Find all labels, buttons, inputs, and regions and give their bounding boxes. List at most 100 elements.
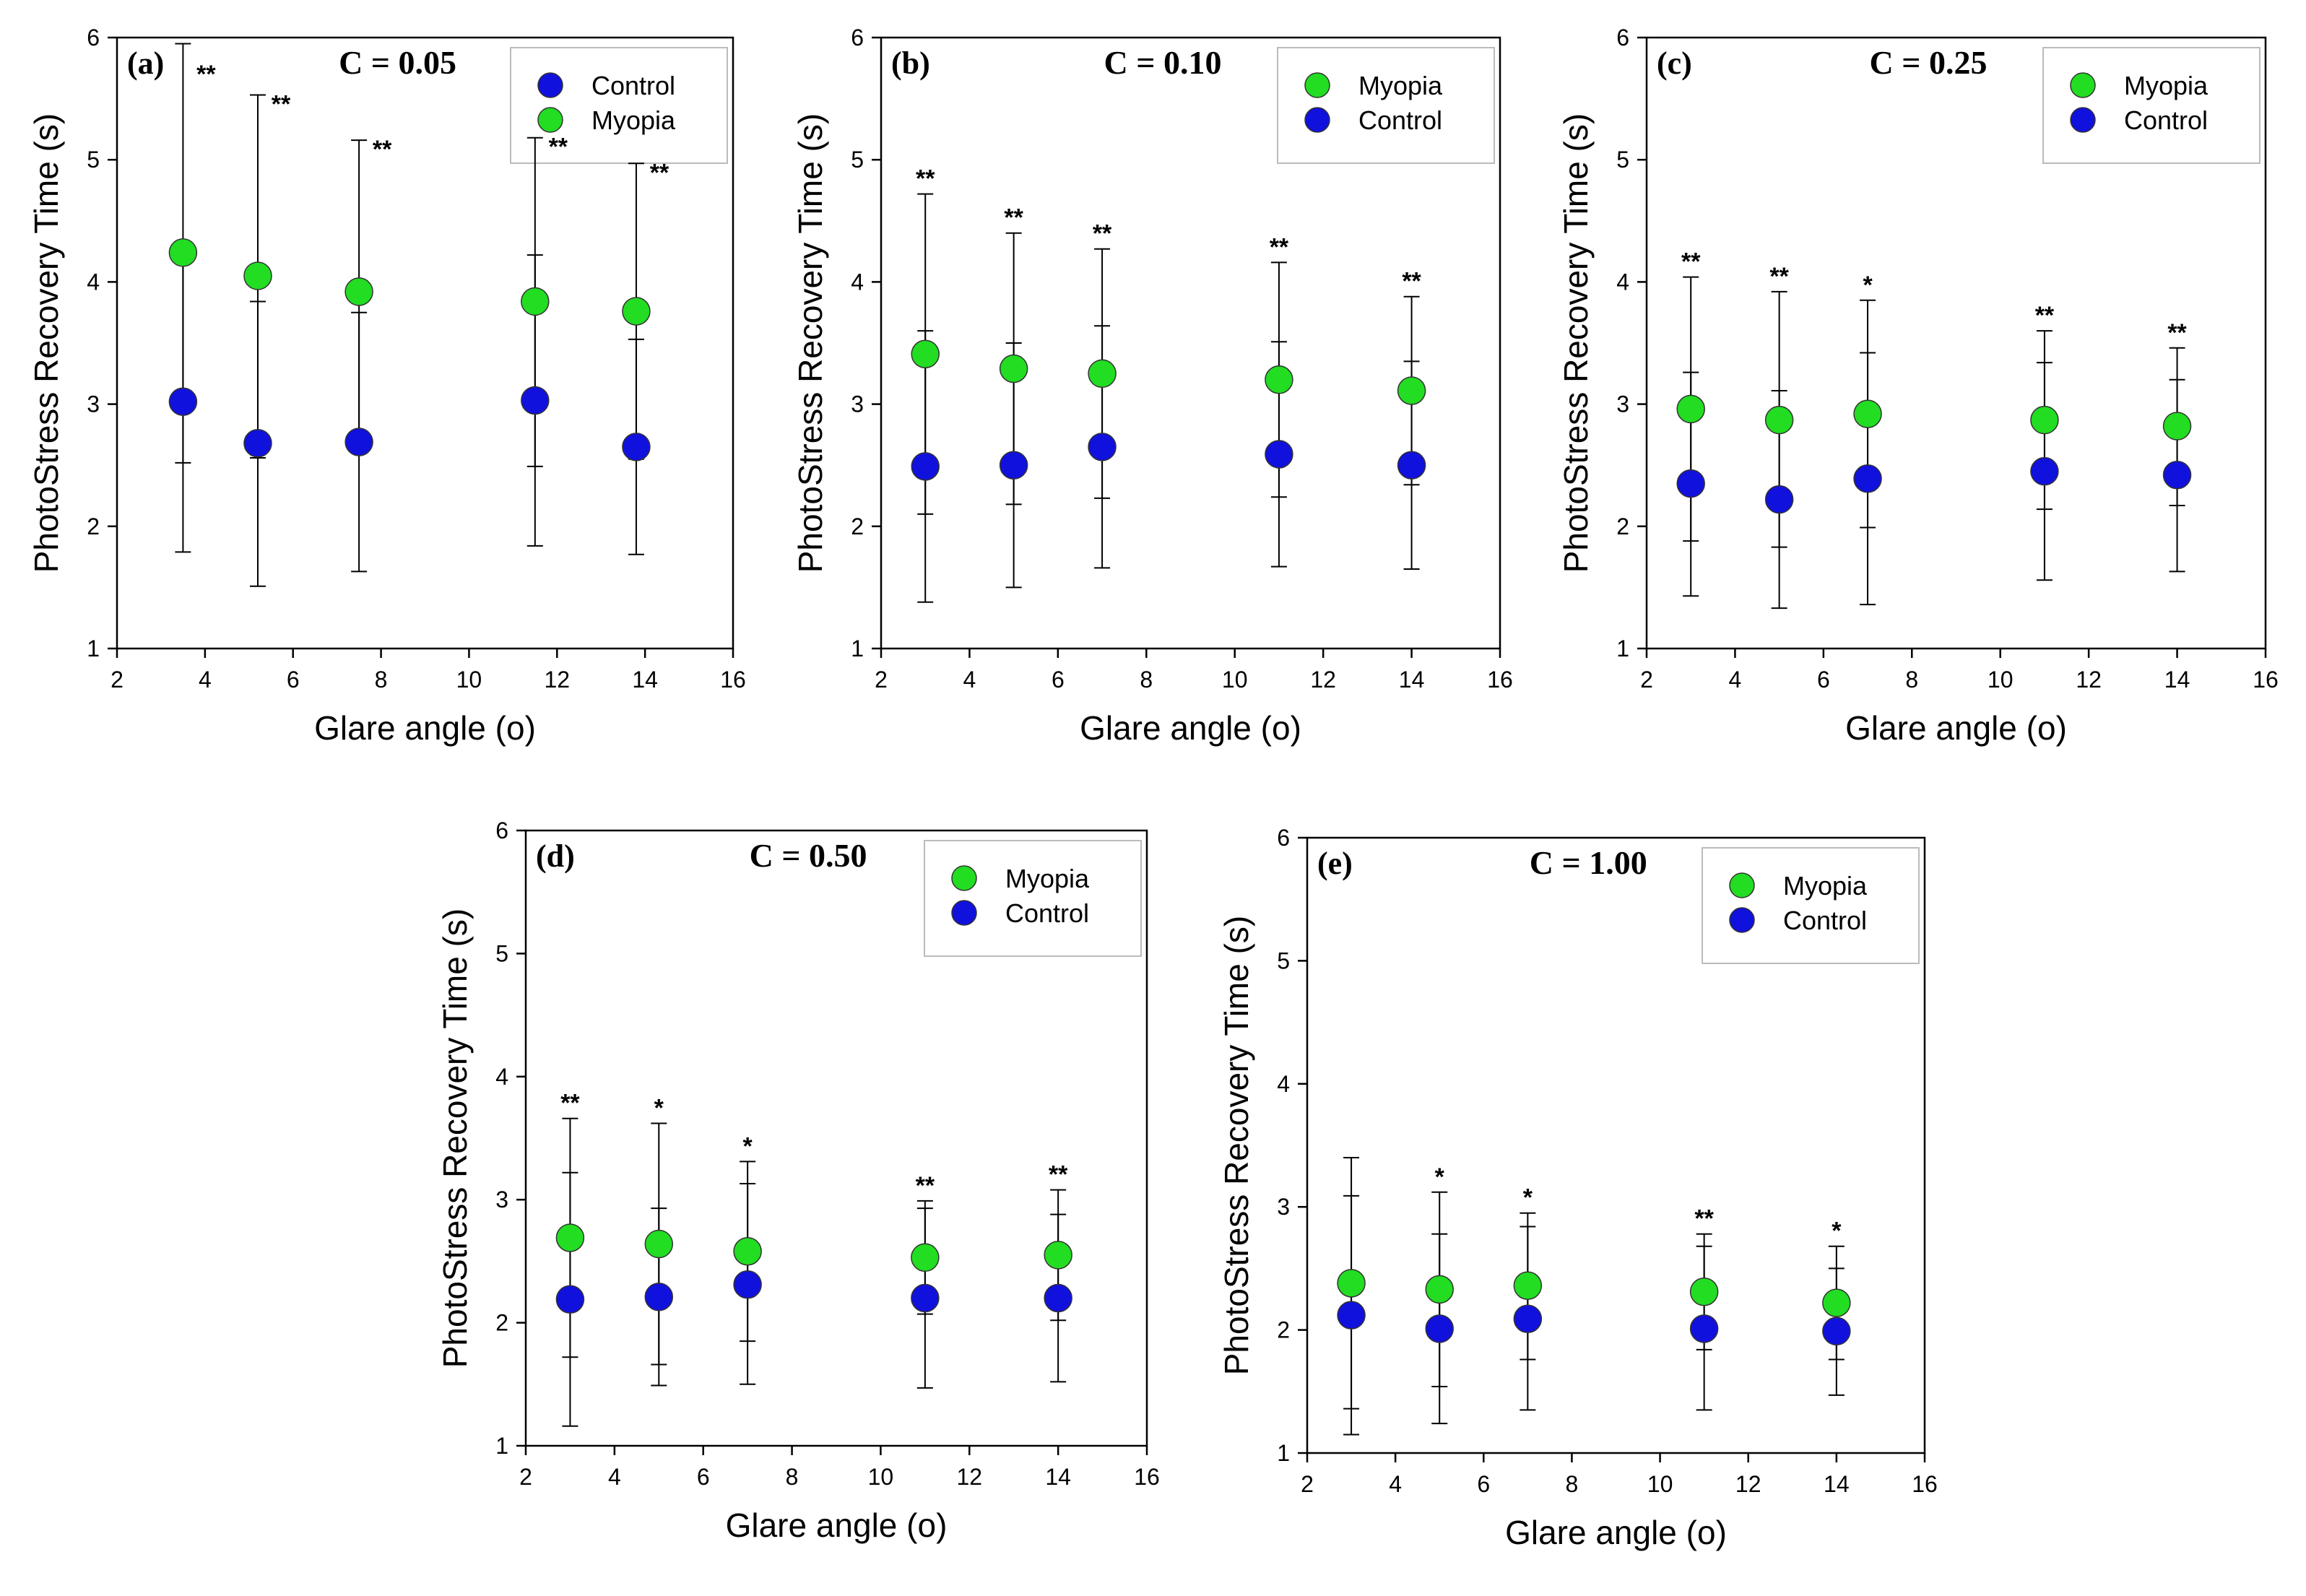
point-myopia xyxy=(1265,365,1293,394)
x-tick-label: 8 xyxy=(1905,667,1918,693)
significance-marker: * xyxy=(1435,1163,1445,1191)
legend-box xyxy=(510,47,728,164)
point-myopia xyxy=(1676,394,1705,424)
legend-label-control: Control xyxy=(2124,105,2208,135)
significance-marker: * xyxy=(743,1132,753,1160)
legend: Myopia Control xyxy=(1702,847,1920,964)
x-tick-label: 12 xyxy=(1310,667,1336,693)
point-control xyxy=(1337,1301,1366,1330)
significance-marker: ** xyxy=(373,136,392,163)
legend-box xyxy=(1702,847,1920,964)
significance-marker: ** xyxy=(1093,220,1112,248)
point-control xyxy=(999,451,1028,480)
y-tick-label: 3 xyxy=(87,391,100,417)
y-tick-label: 3 xyxy=(495,1187,508,1213)
x-tick-label: 14 xyxy=(1824,1471,1850,1497)
significance-marker: ** xyxy=(650,159,669,186)
y-tick-label: 5 xyxy=(1616,147,1629,173)
significance-marker: * xyxy=(1863,272,1873,299)
significance-marker: ** xyxy=(1694,1205,1714,1233)
point-control xyxy=(733,1270,762,1299)
significance-marker: ** xyxy=(1004,204,1023,232)
contrast-label: C = 1.00 xyxy=(1530,844,1647,881)
x-tick-label: 2 xyxy=(519,1464,532,1490)
x-tick-label: 6 xyxy=(697,1464,710,1490)
legend-label-control: Control xyxy=(1783,906,1867,935)
legend: Myopia Control xyxy=(2042,47,2261,164)
legend-box xyxy=(1277,47,1495,164)
y-tick-label: 3 xyxy=(1616,391,1629,417)
point-control xyxy=(1513,1304,1543,1334)
y-tick-label: 4 xyxy=(1277,1071,1290,1097)
x-tick-label: 12 xyxy=(2076,667,2102,693)
contrast-label: C = 0.50 xyxy=(750,837,867,874)
significance-marker: ** xyxy=(196,61,216,88)
y-tick-label: 1 xyxy=(495,1433,508,1459)
legend-box xyxy=(2042,47,2261,164)
point-control xyxy=(1265,440,1293,469)
contrast-label: C = 0.05 xyxy=(339,44,456,81)
significance-marker: ** xyxy=(2167,319,2187,347)
y-tick-label: 6 xyxy=(87,25,100,51)
x-tick-label: 6 xyxy=(287,667,300,693)
point-control xyxy=(344,428,373,456)
legend-label-control: Control xyxy=(1005,898,1089,928)
point-control xyxy=(1397,451,1426,480)
y-tick-label: 2 xyxy=(851,513,864,539)
y-axis-title: PhotoStress Recovery Time (s) xyxy=(1218,916,1255,1376)
x-tick-label: 16 xyxy=(1134,1464,1160,1490)
point-control xyxy=(1853,464,1882,493)
y-tick-label: 2 xyxy=(87,513,100,539)
x-axis-title: Glare angle (o) xyxy=(726,1506,948,1544)
x-tick-label: 6 xyxy=(1477,1471,1490,1497)
x-tick-label: 2 xyxy=(1640,667,1653,693)
legend-label-control: Control xyxy=(1358,105,1442,135)
y-tick-label: 6 xyxy=(1616,25,1629,51)
significance-marker: * xyxy=(654,1095,664,1122)
significance-marker: * xyxy=(1523,1184,1533,1212)
y-tick-label: 4 xyxy=(1616,269,1629,295)
y-axis-title: PhotoStress Recovery Time (s) xyxy=(27,113,65,573)
significance-marker: ** xyxy=(272,91,291,118)
y-tick-label: 5 xyxy=(495,940,508,966)
y-tick-label: 6 xyxy=(1277,825,1290,851)
legend: Myopia Control xyxy=(924,840,1142,957)
x-tick-label: 14 xyxy=(1399,667,1425,693)
plot-frame xyxy=(116,36,734,650)
y-axis-title: PhotoStress Recovery Time (s) xyxy=(792,113,829,573)
point-myopia xyxy=(1044,1241,1072,1270)
legend-marker-control xyxy=(1304,107,1330,133)
y-tick-label: 6 xyxy=(495,817,508,843)
point-myopia xyxy=(1822,1288,1851,1317)
x-tick-label: 6 xyxy=(1052,667,1065,693)
point-myopia xyxy=(999,354,1028,383)
legend: Myopia Control xyxy=(1277,47,1495,164)
significance-marker: ** xyxy=(916,1172,935,1200)
x-tick-label: 12 xyxy=(956,1464,982,1490)
legend-marker-myopia xyxy=(537,107,563,133)
x-tick-label: 2 xyxy=(875,667,888,693)
x-tick-label: 16 xyxy=(720,667,746,693)
point-control xyxy=(2030,456,2059,486)
legend-marker-myopia xyxy=(1304,72,1330,98)
significance-marker: ** xyxy=(560,1090,580,1117)
point-control xyxy=(521,386,550,415)
y-tick-label: 6 xyxy=(851,25,864,51)
x-tick-label: 12 xyxy=(544,667,570,693)
legend-label-control: Control xyxy=(591,71,675,100)
legend-marker-control xyxy=(2070,107,2096,133)
y-tick-label: 5 xyxy=(851,147,864,173)
point-myopia xyxy=(911,1243,940,1272)
point-myopia xyxy=(733,1237,762,1266)
point-myopia xyxy=(1764,405,1794,435)
x-tick-label: 4 xyxy=(1729,667,1742,693)
x-tick-label: 2 xyxy=(1301,1471,1314,1497)
legend-box xyxy=(924,840,1142,957)
x-axis-title: Glare angle (o) xyxy=(1080,709,1301,747)
point-myopia xyxy=(1397,376,1426,405)
contrast-label: C = 0.25 xyxy=(1870,44,1988,81)
y-axis-title: PhotoStress Recovery Time (s) xyxy=(436,908,474,1369)
legend-marker-control xyxy=(537,72,563,98)
point-myopia xyxy=(1689,1278,1719,1306)
